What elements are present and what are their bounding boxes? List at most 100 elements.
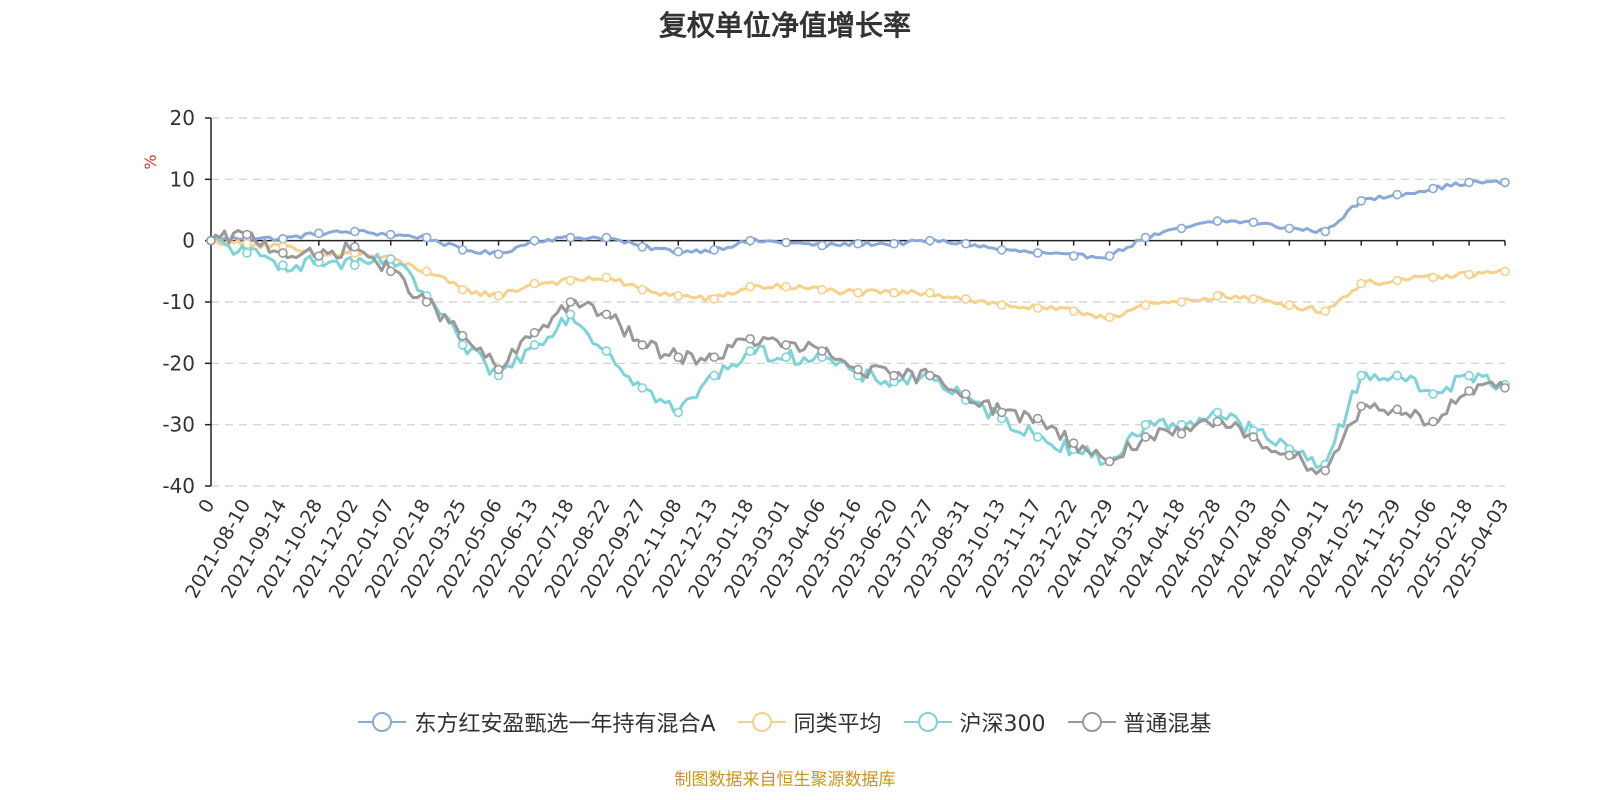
data-point[interactable] [961, 238, 971, 249]
data-point[interactable] [1140, 300, 1151, 310]
data-point[interactable] [1140, 232, 1151, 243]
data-point[interactable] [1464, 177, 1474, 188]
data-point[interactable] [1500, 266, 1510, 277]
data-point[interactable] [1356, 401, 1367, 412]
data-point[interactable] [1140, 419, 1151, 430]
data-point[interactable] [1068, 438, 1079, 448]
data-point[interactable] [889, 370, 899, 381]
data-point[interactable] [278, 234, 288, 244]
data-point[interactable] [493, 364, 504, 375]
data-point[interactable] [421, 266, 432, 277]
data-point[interactable] [1104, 456, 1115, 467]
data-point[interactable] [1140, 432, 1151, 442]
data-point[interactable] [709, 245, 720, 255]
data-point[interactable] [781, 340, 791, 350]
data-point[interactable] [853, 287, 863, 298]
data-point[interactable] [457, 340, 468, 350]
data-point[interactable] [601, 309, 612, 320]
data-point[interactable] [314, 228, 324, 239]
data-point[interactable] [1032, 303, 1043, 313]
data-point[interactable] [817, 240, 827, 251]
data-point[interactable] [1428, 183, 1438, 194]
data-point[interactable] [385, 266, 396, 277]
data-point[interactable] [1392, 370, 1402, 381]
data-point[interactable] [853, 238, 863, 249]
data-point[interactable] [457, 245, 468, 255]
data-point[interactable] [565, 232, 576, 243]
data-point[interactable] [709, 352, 720, 363]
data-point[interactable] [1212, 407, 1223, 418]
data-point[interactable] [242, 229, 252, 240]
data-point[interactable] [1212, 291, 1223, 301]
data-point[interactable] [1176, 429, 1187, 439]
data-point[interactable] [637, 284, 648, 295]
data-point[interactable] [925, 235, 935, 246]
data-point[interactable] [1464, 386, 1474, 396]
data-point[interactable] [1428, 272, 1438, 283]
data-point[interactable] [996, 245, 1007, 255]
data-point[interactable] [1284, 300, 1295, 310]
data-point[interactable] [565, 275, 576, 286]
data-point[interactable] [996, 407, 1007, 418]
legend-item-1[interactable]: 东方红安盈甄选一年持有混合A [358, 706, 716, 738]
data-point[interactable] [206, 235, 216, 246]
data-point[interactable] [1356, 278, 1367, 289]
data-point[interactable] [637, 383, 648, 393]
data-point[interactable] [1356, 196, 1367, 206]
data-point[interactable] [421, 232, 432, 243]
data-point[interactable] [493, 291, 504, 301]
data-point[interactable] [1248, 432, 1259, 442]
data-point[interactable] [1104, 312, 1115, 323]
data-point[interactable] [1248, 294, 1259, 304]
data-point[interactable] [781, 281, 791, 292]
data-point[interactable] [817, 346, 827, 356]
data-point[interactable] [745, 281, 755, 292]
data-point[interactable] [1500, 383, 1510, 393]
data-point[interactable] [1068, 306, 1079, 317]
data-point[interactable] [278, 260, 288, 271]
data-point[interactable] [745, 346, 755, 356]
data-point[interactable] [1032, 248, 1043, 258]
data-point[interactable] [242, 248, 252, 258]
data-point[interactable] [457, 284, 468, 295]
data-point[interactable] [349, 260, 360, 271]
data-point[interactable] [1320, 465, 1331, 476]
data-point[interactable] [1248, 217, 1259, 228]
data-point[interactable] [1176, 297, 1187, 307]
data-point[interactable] [1428, 389, 1438, 399]
data-point[interactable] [1284, 223, 1295, 234]
data-point[interactable] [1176, 419, 1187, 430]
data-point[interactable] [1464, 370, 1474, 381]
data-point[interactable] [1428, 416, 1438, 427]
data-point[interactable] [817, 284, 827, 295]
data-point[interactable] [601, 346, 612, 356]
data-point[interactable] [421, 297, 432, 307]
data-point[interactable] [565, 297, 576, 307]
data-point[interactable] [1212, 216, 1223, 226]
data-point[interactable] [1284, 450, 1295, 461]
data-point[interactable] [673, 407, 684, 418]
data-point[interactable] [889, 238, 899, 249]
data-point[interactable] [781, 237, 791, 248]
data-point[interactable] [1032, 413, 1043, 424]
data-point[interactable] [996, 300, 1007, 310]
data-point[interactable] [637, 242, 648, 252]
data-point[interactable] [1356, 370, 1367, 381]
legend-item-4[interactable]: 普通混基 [1067, 706, 1212, 738]
data-point[interactable] [961, 389, 971, 399]
data-point[interactable] [529, 340, 540, 350]
data-point[interactable] [601, 232, 612, 243]
data-point[interactable] [673, 291, 684, 301]
data-point[interactable] [637, 340, 648, 350]
data-point[interactable] [1320, 226, 1331, 237]
data-point[interactable] [889, 287, 899, 298]
data-point[interactable] [1500, 177, 1510, 188]
data-point[interactable] [529, 235, 540, 246]
data-point[interactable] [457, 330, 468, 341]
data-point[interactable] [1104, 251, 1115, 261]
data-point[interactable] [1320, 306, 1331, 317]
data-point[interactable] [925, 287, 935, 298]
legend-item-2[interactable]: 同类平均 [737, 706, 882, 738]
data-point[interactable] [1068, 251, 1079, 261]
data-point[interactable] [601, 272, 612, 283]
